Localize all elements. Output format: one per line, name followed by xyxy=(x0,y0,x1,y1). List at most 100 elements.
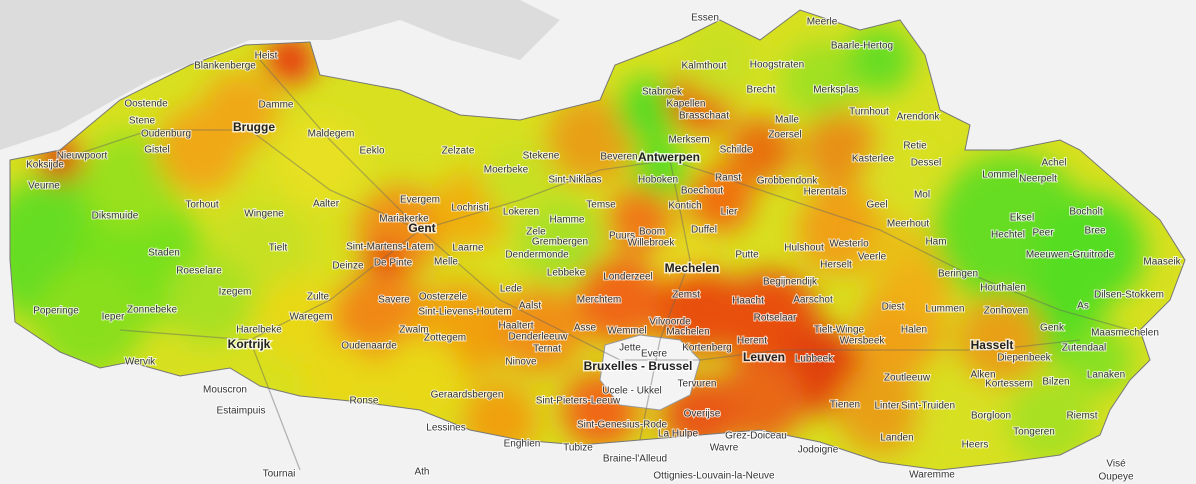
region-color xyxy=(617,77,683,143)
place-label: Aarschot xyxy=(793,295,833,306)
city-label: Brugge xyxy=(233,120,275,134)
place-label: Zottegem xyxy=(424,333,466,344)
place-label: Visé xyxy=(1106,459,1126,470)
place-label: Halen xyxy=(901,325,927,336)
place-label: Ham xyxy=(925,237,946,248)
place-label: Laarne xyxy=(452,243,484,254)
region-color xyxy=(681,21,759,99)
region-color xyxy=(887,257,953,323)
place-label: Izegem xyxy=(219,287,252,298)
place-label: Putte xyxy=(735,250,759,261)
place-label: Savere xyxy=(378,295,410,306)
place-label: Deinze xyxy=(332,261,364,272)
region-color xyxy=(376,336,464,424)
place-label: Sint-Genesius-Rode xyxy=(577,420,667,431)
place-label: Zonhoven xyxy=(984,306,1028,317)
place-label: Duffel xyxy=(691,225,717,236)
place-label: Essen xyxy=(691,13,719,24)
place-label: Wervik xyxy=(125,357,156,368)
place-label: Kortessem xyxy=(985,379,1033,390)
place-label: Wersbeek xyxy=(840,336,886,347)
place-label: Bilzen xyxy=(1042,377,1069,388)
place-label: Torhout xyxy=(185,200,219,211)
place-label: Ternat xyxy=(533,344,561,355)
region-color xyxy=(727,117,793,183)
place-label: Oosterzele xyxy=(419,292,468,303)
city-label: Kortrijk xyxy=(228,337,271,351)
place-label: Merchtem xyxy=(577,295,621,306)
place-label: Lede xyxy=(500,284,523,295)
region-color xyxy=(35,265,145,375)
place-label: Roeselare xyxy=(176,266,222,277)
place-label: Enghien xyxy=(504,439,541,450)
place-label: Diksmuide xyxy=(92,211,139,222)
place-label: Alken xyxy=(970,370,995,381)
place-label: Brecht xyxy=(747,85,776,96)
place-label: Veerle xyxy=(858,252,887,263)
region-color xyxy=(861,141,939,219)
brussels-region xyxy=(599,334,701,411)
place-label: Haacht xyxy=(732,296,764,307)
place-label: Evergem xyxy=(400,195,440,206)
place-label: Sint-Niklaas xyxy=(548,175,601,186)
place-label: Diepenbeek xyxy=(997,353,1051,364)
place-label: Zonnebeke xyxy=(127,305,177,316)
region-color xyxy=(546,96,634,184)
place-label: Hechtel xyxy=(991,230,1025,241)
region-color xyxy=(367,242,403,278)
place-label: Maasmechelen xyxy=(1091,328,1159,339)
place-label: Machelen xyxy=(666,327,709,338)
place-label: Asse xyxy=(574,323,597,334)
place-label: Rotselaar xyxy=(754,313,797,324)
place-label: Oostende xyxy=(124,99,168,110)
city-label: Mechelen xyxy=(665,261,720,275)
place-label: Oudenburg xyxy=(141,129,191,140)
place-label: Zulte xyxy=(307,292,330,303)
place-label: Lier xyxy=(721,207,738,218)
place-label: Tongeren xyxy=(1013,427,1055,438)
place-label: De Pinte xyxy=(374,258,413,269)
place-label: Zelzate xyxy=(442,146,475,157)
region-color xyxy=(716,356,804,444)
place-label: Dessel xyxy=(911,158,942,169)
place-label: Meeuwen-Gruitrode xyxy=(1026,250,1115,261)
place-label: Wemmel xyxy=(607,326,646,337)
place-label: Tienen xyxy=(830,400,860,411)
place-label: Londerzeel xyxy=(603,272,652,283)
place-label: Lessines xyxy=(426,423,465,434)
place-label: Stabroek xyxy=(642,87,683,98)
region-color xyxy=(847,27,913,93)
place-label: Heers xyxy=(962,440,989,451)
place-label: Wavre xyxy=(710,443,739,454)
region-color xyxy=(276,116,364,204)
place-label: Meerhout xyxy=(887,219,929,230)
place-label: Lochristi xyxy=(451,203,488,214)
region-color xyxy=(781,41,859,119)
region-color xyxy=(801,111,879,189)
place-label: Haaltert xyxy=(498,321,533,332)
place-label: Kortenberg xyxy=(682,343,731,354)
place-label: Blankenberge xyxy=(194,61,256,72)
place-label: Ottignies-Louvain-la-Neuve xyxy=(653,471,775,482)
region-color xyxy=(265,35,315,85)
place-label: Ronse xyxy=(350,396,379,407)
place-label: Lubbeek xyxy=(795,354,834,365)
place-label: Zele xyxy=(526,227,546,238)
place-label: Sint-Pieters-Leeuw xyxy=(536,396,621,407)
place-label: Merksplas xyxy=(813,85,859,96)
place-label: Achel xyxy=(1041,158,1066,169)
region-color xyxy=(687,167,753,233)
place-label: Brasschaat xyxy=(679,111,729,122)
place-label: Jodoigne xyxy=(798,445,839,456)
place-label: Zoersel xyxy=(768,130,801,141)
place-label: Aalst xyxy=(519,301,541,312)
region-color xyxy=(496,286,584,374)
region-color xyxy=(796,186,884,274)
place-label: Zutendaal xyxy=(1062,343,1106,354)
region-color xyxy=(256,276,344,364)
place-label: Eksel xyxy=(1010,213,1034,224)
place-label: Moerbeke xyxy=(484,165,529,176)
place-label: Bree xyxy=(1084,226,1106,237)
place-label: Tielt xyxy=(269,243,288,254)
